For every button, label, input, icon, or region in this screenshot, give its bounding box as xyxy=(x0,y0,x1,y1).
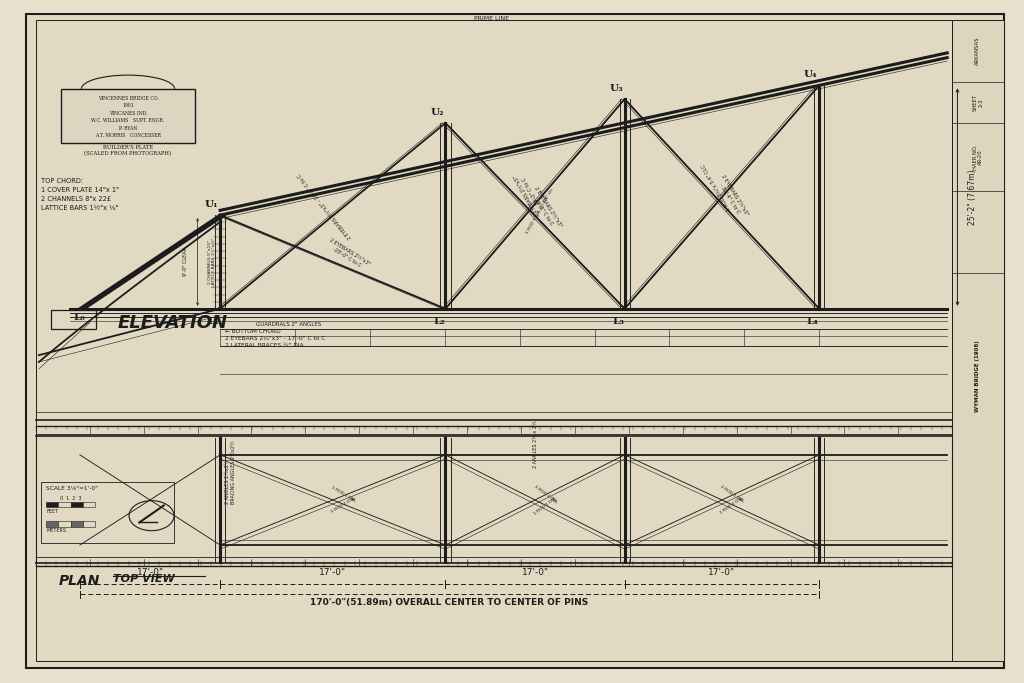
Text: 1 ROD 3¼"x 3-4" CLC: 1 ROD 3¼"x 3-4" CLC xyxy=(701,163,732,211)
Text: 0  1  2  3: 0 1 2 3 xyxy=(60,496,81,501)
Text: L₂: L₂ xyxy=(433,317,445,326)
Bar xyxy=(83,521,95,527)
Text: 1 ROD 1 DIA.: 1 ROD 1 DIA. xyxy=(330,497,356,514)
Text: 2 ANGLES 2½x2½
BRACING ANGLES 2½x2½: 2 ANGLES 2½x2½ BRACING ANGLES 2½x2½ xyxy=(225,441,237,505)
Text: FEET: FEET xyxy=(46,509,58,514)
Bar xyxy=(51,310,96,329)
Text: U₁: U₁ xyxy=(205,200,218,209)
Text: ELEVATION: ELEVATION xyxy=(118,314,228,332)
Text: SHEET
2-3: SHEET 2-3 xyxy=(973,94,983,111)
Text: SCALE 3⅛"=1'-0": SCALE 3⅛"=1'-0" xyxy=(46,486,98,490)
Text: 17'-0": 17'-0" xyxy=(521,568,549,577)
Text: P. RYAN: P. RYAN xyxy=(119,126,137,130)
Text: 2 EYEBARS 2½"x3"
-28'-0" C to C: 2 EYEBARS 2½"x3" -28'-0" C to C xyxy=(326,238,371,272)
Text: 1 ROD 1 DIA.: 1 ROD 1 DIA. xyxy=(720,496,744,515)
Bar xyxy=(46,502,58,507)
Bar xyxy=(46,521,58,527)
Text: HAER NO.
AR-20: HAER NO. AR-20 xyxy=(973,145,983,169)
Text: L₃: L₃ xyxy=(612,317,625,326)
Text: PRIME LINE: PRIME LINE xyxy=(474,16,509,21)
Text: TOP VIEW: TOP VIEW xyxy=(113,574,174,584)
Text: 17'-0": 17'-0" xyxy=(136,568,164,577)
Text: 9'-0" CLEAR: 9'-0" CLEAR xyxy=(183,247,187,277)
Text: L₄: L₄ xyxy=(807,317,819,326)
Text: GUARDRALS 2" ANGLES: GUARDRALS 2" ANGLES xyxy=(256,322,322,327)
Text: L₀: L₀ xyxy=(74,313,85,322)
Text: BUILDER'S PLATE
(SCALED FROM PHOTOGRAPH): BUILDER'S PLATE (SCALED FROM PHOTOGRAPH) xyxy=(84,145,172,156)
Text: WYMAN BRIDGE (1908): WYMAN BRIDGE (1908) xyxy=(976,339,980,412)
Text: 2 EYEBARS 3½"x3" - 24'-0" C to C: 2 EYEBARS 3½"x3" - 24'-0" C to C xyxy=(297,172,352,239)
Bar xyxy=(71,502,83,507)
Text: TOP CHORD:
1 COVER PLATE 14"x 1"
2 CHANNELS 8"x 22£
LATTICE BARS 1½"x ⅛": TOP CHORD: 1 COVER PLATE 14"x 1" 2 CHANN… xyxy=(41,178,119,210)
Text: VINCANES IND.: VINCANES IND. xyxy=(109,111,147,115)
Text: METERS: METERS xyxy=(46,528,67,533)
Text: 17'-0": 17'-0" xyxy=(319,568,346,577)
Text: 17'-0": 17'-0" xyxy=(709,568,735,577)
Text: A.T. MORRIS   CONCESSER: A.T. MORRIS CONCESSER xyxy=(95,133,161,138)
Text: 1901: 1901 xyxy=(122,103,134,108)
Bar xyxy=(952,20,1004,661)
Text: 1 ROD 1 DIA.: 1 ROD 1 DIA. xyxy=(720,485,744,504)
Bar xyxy=(58,502,71,507)
Bar xyxy=(41,482,174,543)
Bar xyxy=(83,502,95,507)
Text: 2 CHANNELS 5"x15"
LATTICE BARS 1½"x⅛": 2 CHANNELS 5"x15" LATTICE BARS 1½"x⅛" xyxy=(208,237,216,287)
Text: ← BOTTOM CHORD
2 EYEBARS 2¼"x3" - 17'-0" C to C
2 LATERAL BRACES ½" DIA: ← BOTTOM CHORD 2 EYEBARS 2¼"x3" - 17'-0"… xyxy=(225,329,326,348)
Text: PLAN: PLAN xyxy=(58,574,99,587)
Text: U₄: U₄ xyxy=(804,70,817,79)
Text: 1 ROD 1 DIA.: 1 ROD 1 DIA. xyxy=(330,486,356,503)
Text: VINCENNES BRIDGE CO.: VINCENNES BRIDGE CO. xyxy=(97,96,159,100)
Text: 1 ROD 1 DIA.: 1 ROD 1 DIA. xyxy=(532,484,558,505)
Text: 2 EYEBARS 2½"x3"
- 29'-3" C to C: 2 EYEBARS 2½"x3" - 29'-3" C to C xyxy=(528,186,562,232)
Text: 25'-2" (7.67m): 25'-2" (7.67m) xyxy=(968,169,977,225)
Text: L₁: L₁ xyxy=(208,317,220,326)
Text: W.C. WILLIAMS   SUPT. ENGR.: W.C. WILLIAMS SUPT. ENGR. xyxy=(91,118,165,123)
Text: 1 ROD 1 DIA 30-5/8" clc: 1 ROD 1 DIA 30-5/8" clc xyxy=(525,187,555,234)
Text: U₃: U₃ xyxy=(609,84,623,93)
Text: 170'-0"(51.89m) OVERALL CENTER TO CENTER OF PINS: 170'-0"(51.89m) OVERALL CENTER TO CENTER… xyxy=(310,598,589,607)
Bar xyxy=(71,521,83,527)
Text: U₂: U₂ xyxy=(430,108,443,117)
Bar xyxy=(36,20,952,661)
Text: 2 EYEBARS 2½"x3"
- 29'-3" C to C: 2 EYEBARS 2½"x3" - 29'-3" C to C xyxy=(514,171,546,217)
Bar xyxy=(61,89,195,143)
Bar xyxy=(58,521,71,527)
Text: 2 ANGLES 2½ x 2½: 2 ANGLES 2½ x 2½ xyxy=(532,421,538,469)
Text: ARKANSAS: ARKANSAS xyxy=(976,37,980,66)
Text: 2 EYEBARS 2½"x3"
- 30'-4" C to C: 2 EYEBARS 2½"x3" - 30'-4" C to C xyxy=(715,174,750,220)
Text: 1 ROD 1 DIA.: 1 ROD 1 DIA. xyxy=(532,495,558,516)
